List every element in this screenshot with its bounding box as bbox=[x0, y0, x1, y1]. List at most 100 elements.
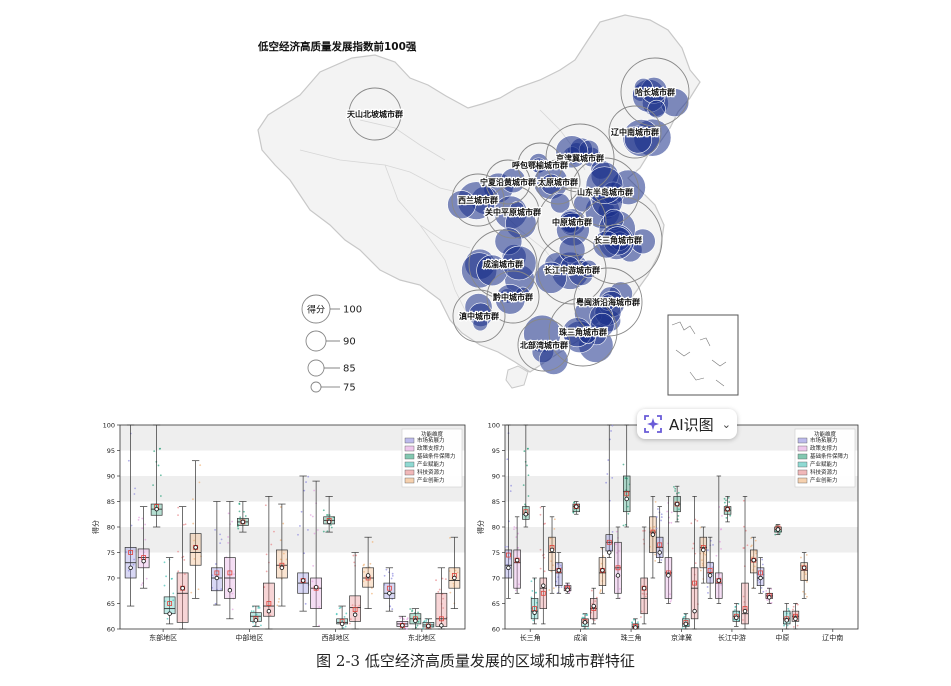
box-mark bbox=[224, 501, 236, 620]
y-tick-label: 60 bbox=[492, 626, 500, 634]
city-dot bbox=[592, 230, 621, 259]
box-mark bbox=[699, 526, 708, 584]
box-mark bbox=[263, 496, 275, 630]
size-legend-label: 90 bbox=[343, 337, 356, 348]
box-mark bbox=[504, 424, 513, 599]
legend-label: 政策支撑力 bbox=[810, 444, 838, 452]
box-mark bbox=[211, 501, 223, 606]
y-tick-label: 60 bbox=[107, 626, 115, 634]
y-tick-label: 85 bbox=[107, 498, 115, 506]
cluster-label: 长三角城市群 bbox=[594, 235, 642, 245]
legend-swatch bbox=[797, 453, 808, 460]
sparkle-bracket-icon bbox=[643, 414, 663, 434]
box-mark bbox=[563, 582, 572, 594]
box-mark bbox=[555, 552, 563, 594]
legend-label: 市场拓展力 bbox=[810, 436, 838, 444]
legend-label: 政策支撑力 bbox=[417, 444, 445, 452]
y-axis-label: 得分 bbox=[91, 520, 100, 534]
cluster-ring bbox=[545, 123, 615, 193]
legend-label: 科技资源力 bbox=[417, 468, 445, 476]
cluster-label: 山东半岛城市群 bbox=[577, 187, 633, 197]
x-tick-label: 中原 bbox=[775, 633, 789, 642]
box-mark bbox=[673, 485, 681, 523]
box-mark bbox=[799, 552, 808, 599]
y-axis-label: 得分 bbox=[476, 520, 485, 534]
city-dot bbox=[624, 125, 652, 154]
y-tick-label: 95 bbox=[107, 447, 115, 455]
legend-swatch bbox=[797, 461, 808, 468]
box-mark bbox=[631, 618, 640, 630]
cluster-ring bbox=[573, 267, 643, 337]
y-tick-label: 100 bbox=[488, 422, 500, 430]
box-mark bbox=[409, 608, 422, 630]
cluster-label: 西兰城市群 bbox=[458, 195, 498, 205]
legend-swatch bbox=[404, 453, 415, 460]
cluster-ring bbox=[517, 142, 563, 188]
cluster-ring bbox=[486, 185, 540, 239]
legend-label: 市场拓展力 bbox=[417, 436, 445, 444]
y-tick-label: 95 bbox=[492, 447, 500, 455]
legend-swatch bbox=[404, 477, 415, 484]
cluster-ring bbox=[608, 105, 662, 159]
cluster-label: 中原城市群 bbox=[552, 217, 592, 227]
cluster-ring bbox=[537, 187, 607, 257]
city-dot bbox=[472, 315, 488, 332]
legend-swatch bbox=[797, 469, 808, 476]
cluster-ring bbox=[570, 157, 640, 227]
city-dot bbox=[579, 259, 598, 279]
box-mark bbox=[715, 475, 723, 604]
box-mark bbox=[732, 603, 741, 627]
legend-label: 产业创新力 bbox=[417, 476, 445, 484]
y-tick-label: 65 bbox=[107, 600, 115, 608]
cluster-label: 天山北坡城市群 bbox=[347, 109, 403, 119]
cluster-label: 京津冀城市群 bbox=[556, 153, 604, 163]
ai-button-label: AI识图 bbox=[669, 415, 714, 434]
legend-swatch bbox=[404, 437, 415, 444]
grid-band bbox=[120, 527, 465, 553]
box-mark bbox=[448, 536, 461, 609]
cluster-label: 长江中游城市群 bbox=[544, 265, 600, 275]
x-tick-label: 京津冀 bbox=[671, 633, 692, 642]
box-mark bbox=[655, 506, 664, 564]
grid-band bbox=[505, 527, 858, 553]
box-mark bbox=[690, 496, 699, 630]
box-mark bbox=[750, 536, 758, 589]
cluster-label: 哈长城市群 bbox=[635, 87, 675, 97]
city-dot bbox=[495, 284, 526, 315]
y-tick-label: 85 bbox=[492, 498, 500, 506]
cluster-ring bbox=[451, 173, 505, 227]
box-mark bbox=[137, 506, 150, 589]
ai-recognize-button[interactable]: AI识图 ⌄ bbox=[637, 409, 737, 439]
y-tick-label: 90 bbox=[492, 473, 500, 481]
box-mark bbox=[422, 618, 435, 630]
x-tick-label: 中部地区 bbox=[235, 633, 263, 642]
city-dot bbox=[578, 325, 597, 344]
box-mark bbox=[348, 552, 361, 630]
size-legend: 100 90 85 75 得分 bbox=[301, 294, 362, 394]
legend-label: 科技资源力 bbox=[810, 468, 838, 476]
x-tick-label: 辽中南 bbox=[822, 633, 843, 642]
city-dot bbox=[585, 166, 624, 204]
box-mark bbox=[598, 547, 607, 594]
box-mark bbox=[649, 496, 657, 579]
cluster-ring bbox=[486, 270, 540, 324]
map-title: 低空经济高质量发展指数前100强 bbox=[257, 40, 417, 53]
box-mark bbox=[250, 605, 262, 627]
box-mark bbox=[774, 524, 782, 536]
cluster-label: 呼包鄂榆城市群 bbox=[512, 160, 568, 170]
cluster-ring bbox=[468, 229, 538, 299]
size-legend-label: 100 bbox=[343, 305, 362, 316]
legend-swatch bbox=[404, 461, 415, 468]
size-legend-label: 75 bbox=[343, 383, 356, 394]
legend-label: 产业创新力 bbox=[810, 476, 838, 484]
box-mark bbox=[362, 536, 374, 609]
legend-swatch bbox=[797, 437, 808, 444]
box-mark bbox=[530, 577, 539, 625]
cluster-ring bbox=[348, 87, 402, 141]
box-mark bbox=[383, 567, 396, 612]
cluster-label: 太原城市群 bbox=[537, 177, 578, 187]
box-mark bbox=[176, 506, 189, 630]
box-mark bbox=[548, 516, 557, 594]
